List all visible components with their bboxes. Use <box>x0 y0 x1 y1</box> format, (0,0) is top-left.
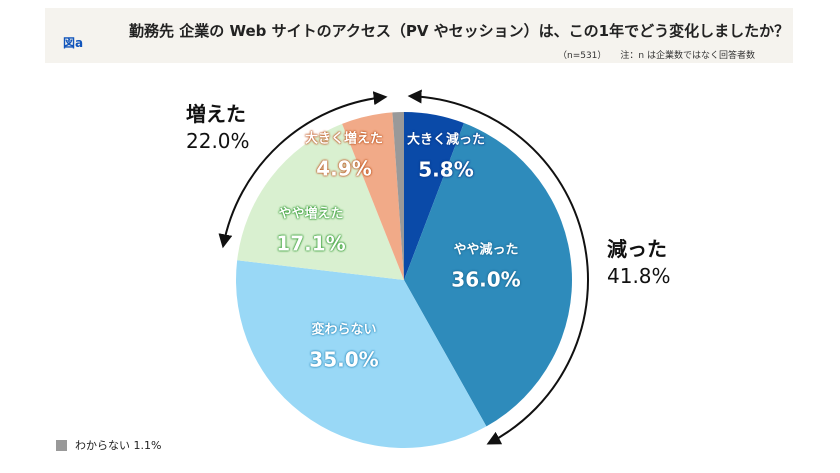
footnote: 注：n は企業数ではなく回答者数 <box>620 51 755 61</box>
sample-size: （n=531） <box>557 51 607 61</box>
label-slight-increase: やや増えた 17.1% <box>276 206 346 256</box>
chart-header: 図a 勤務先 企業の Web サイトのアクセス（PV やセッション）は、この1年… <box>45 8 793 63</box>
group-value: 22.0% <box>186 129 250 153</box>
decreased-range-arrow <box>407 89 589 445</box>
legend-value: 1.1% <box>133 438 162 452</box>
group-increased: 増えた 22.0% <box>186 101 250 155</box>
sample-note: （n=531） 注：n は企業数ではなく回答者数 <box>544 48 755 61</box>
legend-label: わからない <box>75 439 130 452</box>
group-label: 減った <box>607 237 667 261</box>
group-value: 41.8% <box>607 264 671 288</box>
figure-label: 図a <box>63 36 84 50</box>
increased-range-arrow <box>218 91 388 249</box>
chart-title: 勤務先 企業の Web サイトのアクセス（PV やセッション）は、この1年でどう… <box>129 22 790 40</box>
label-no-change: 変わらない 35.0% <box>309 322 379 372</box>
group-decreased: 減った 41.8% <box>607 236 671 290</box>
legend-unknown: わからない 1.1% <box>56 437 161 453</box>
pie-slice <box>392 112 404 280</box>
group-label: 増えた <box>186 102 246 126</box>
label-slight-decrease: やや減った 36.0% <box>451 242 521 292</box>
legend-swatch <box>56 439 67 451</box>
label-large-increase: 大きく増えた 4.9% <box>304 131 384 181</box>
label-large-decrease: 大きく減った 5.8% <box>406 132 486 182</box>
